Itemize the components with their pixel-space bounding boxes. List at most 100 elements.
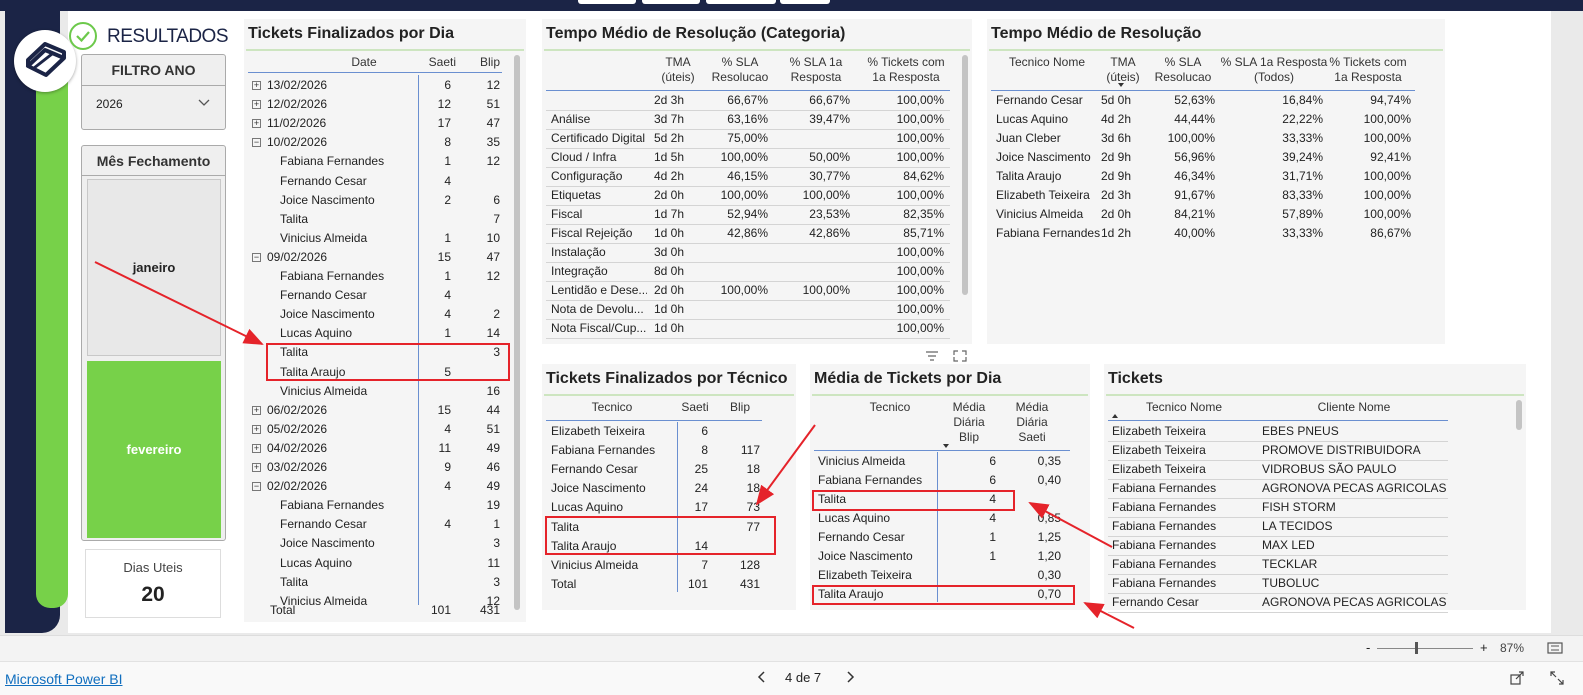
expand-icon[interactable]: +	[252, 118, 261, 129]
row-divider	[546, 186, 950, 187]
chevron-down-icon[interactable]	[197, 95, 211, 113]
zoom-in-button[interactable]: +	[1480, 640, 1488, 655]
table-cell: 66,67%	[727, 93, 768, 107]
row-label-text: Fernando Cesar	[280, 288, 367, 303]
green-accent-bar	[36, 60, 68, 608]
expand-icon[interactable]: +	[252, 404, 261, 415]
col-header-tma[interactable]: TMA (úteis)	[1106, 55, 1140, 84]
row-label[interactable]: −09/02/2026	[252, 248, 327, 267]
col-header-saeti[interactable]: Saeti	[681, 400, 709, 414]
table-cell	[780, 262, 850, 281]
table-cell: 100,00%	[896, 93, 944, 107]
col-header-cliente-nome[interactable]: Cliente Nome	[1317, 400, 1391, 414]
collapse-icon[interactable]: −	[252, 251, 261, 262]
total-blip: 431	[479, 603, 500, 617]
collapse-icon[interactable]: −	[252, 481, 261, 492]
row-saeti: 17	[437, 116, 451, 131]
row-label-text: Fabiana Fernandes	[280, 154, 385, 169]
row-label: Joice Nascimento	[280, 534, 375, 553]
row-label[interactable]: +12/02/2026	[252, 95, 327, 114]
filter-icon[interactable]	[925, 350, 939, 365]
table-cell: MAX LED	[1262, 538, 1315, 552]
row-label[interactable]: −10/02/2026	[252, 133, 327, 152]
col-header-media-saeti[interactable]: Média Diária Saeti	[1015, 400, 1049, 444]
table-cell: Elizabeth Teixeira	[1112, 443, 1206, 457]
col-header-tecnico-nome[interactable]: Tecnico Nome	[1145, 400, 1223, 414]
zoom-out-button[interactable]: -	[1366, 640, 1371, 655]
table-cell: 63,16%	[727, 112, 768, 126]
col-header-sla-resposta[interactable]: % SLA 1a Resposta	[789, 55, 843, 84]
col-header-sla-resposta-todos[interactable]: % SLA 1a Resposta (Todos)	[1220, 55, 1328, 84]
table-cell: 3d 0h	[654, 245, 685, 259]
col-header-tecnico-nome[interactable]: Tecnico Nome	[1008, 55, 1086, 69]
row-label-text: 13/02/2026	[267, 78, 328, 92]
row-label[interactable]: +05/02/2026	[252, 420, 327, 439]
sort-desc-icon[interactable]	[1118, 83, 1124, 87]
mes-item-janeiro[interactable]: janeiro	[87, 179, 221, 356]
scrollbar[interactable]	[1516, 400, 1522, 430]
share-icon[interactable]	[1510, 671, 1524, 690]
scrollbar[interactable]	[514, 55, 520, 610]
power-bi-link[interactable]: Microsoft Power BI	[5, 671, 123, 687]
table-cell: TECKLAR	[1262, 557, 1318, 571]
row-saeti: 4	[444, 307, 451, 322]
row-label: Fernando Cesar	[280, 172, 367, 191]
expand-icon[interactable]: +	[252, 442, 261, 453]
col-header-date[interactable]: Date	[351, 55, 377, 69]
sort-desc-icon[interactable]	[943, 444, 949, 448]
chevron-left-icon[interactable]	[757, 669, 767, 690]
col-header-tickets-resposta[interactable]: % Tickets com 1a Resposta	[867, 55, 945, 84]
row-label: Vinicius Almeida	[280, 229, 367, 248]
col-header-sla-resolucao[interactable]: % SLA Resolucao	[1154, 55, 1212, 84]
total-cell: 101	[687, 576, 708, 591]
expand-icon[interactable]: +	[252, 80, 261, 90]
filtro-ano-value[interactable]: 2026	[96, 97, 123, 111]
top-tab[interactable]	[706, 0, 776, 4]
zoom-slider[interactable]	[1377, 648, 1473, 649]
row-label[interactable]: −02/02/2026	[252, 477, 327, 496]
fullscreen-icon[interactable]	[1550, 671, 1564, 690]
col-header-saeti[interactable]: Saeti	[428, 55, 456, 69]
row-divider	[1108, 460, 1448, 461]
row-label[interactable]: +13/02/2026	[252, 76, 327, 95]
mes-item-fevereiro[interactable]: fevereiro	[87, 361, 221, 538]
row-blip: 47	[486, 116, 500, 131]
top-tab[interactable]	[642, 0, 700, 4]
expand-icon[interactable]: +	[252, 462, 261, 472]
table-cell: VIDROBUS SÃO PAULO	[1262, 462, 1397, 476]
table-cell: Elizabeth Teixeira	[1112, 424, 1206, 438]
col-header-tickets-resposta[interactable]: % Tickets com 1a Resposta	[1329, 55, 1407, 84]
top-tab[interactable]	[578, 0, 636, 4]
expand-icon[interactable]: +	[252, 423, 261, 434]
col-header-tma[interactable]: TMA (úteis)	[661, 55, 695, 84]
table-cell: 2d 0h	[1101, 207, 1132, 221]
table-cell: Fabiana Fernandes	[1112, 538, 1217, 552]
scrollbar[interactable]	[962, 55, 968, 295]
row-divider	[1108, 536, 1448, 537]
collapse-icon[interactable]: −	[252, 137, 261, 148]
table-cell	[722, 422, 760, 441]
table-cell: 4d 2h	[1101, 112, 1132, 126]
focus-mode-icon[interactable]	[953, 350, 967, 365]
row-label-text: 06/02/2026	[267, 402, 328, 417]
fit-page-icon[interactable]	[1547, 641, 1563, 660]
col-header-media-blip[interactable]: Média Diária Blip	[952, 400, 986, 444]
top-tab[interactable]	[780, 0, 830, 4]
col-header-tecnico[interactable]: Tecnico	[591, 400, 633, 414]
col-header-blip[interactable]: Blip	[479, 55, 500, 69]
chevron-right-icon[interactable]	[845, 669, 855, 690]
expand-icon[interactable]: +	[252, 99, 261, 110]
row-label[interactable]: +03/02/2026	[252, 458, 327, 477]
zoom-slider-thumb[interactable]	[1415, 642, 1418, 654]
row-blip: 19	[486, 498, 500, 513]
col-header-tecnico[interactable]: Tecnico	[869, 400, 911, 414]
row-label[interactable]: +11/02/2026	[252, 114, 326, 133]
row-label[interactable]: +06/02/2026	[252, 401, 327, 420]
col-header-sla-resolucao[interactable]: % SLA Resolucao	[711, 55, 769, 84]
col-header-blip[interactable]: Blip	[729, 400, 750, 414]
sort-asc-icon[interactable]	[1112, 414, 1118, 418]
row-label[interactable]: +04/02/2026	[252, 439, 327, 458]
row-divider	[1108, 517, 1448, 518]
row-divider	[546, 110, 950, 111]
table-cell	[708, 319, 768, 338]
